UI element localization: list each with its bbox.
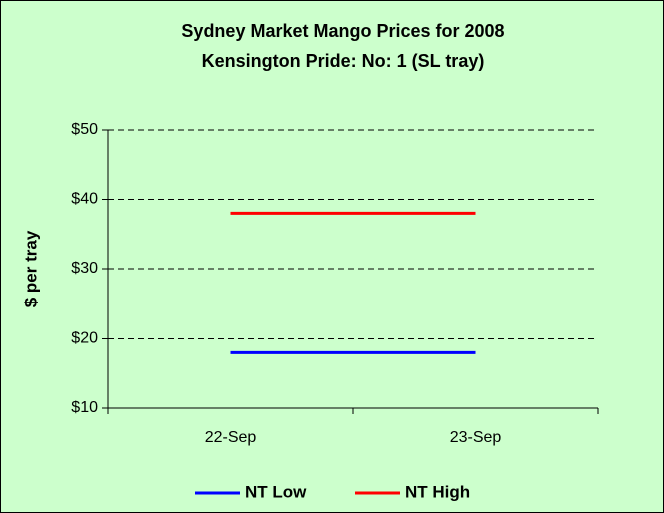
y-tick-label: $20 <box>71 330 98 347</box>
chart-title: Sydney Market Mango Prices for 2008 <box>181 21 504 41</box>
chart-subtitle: Kensington Pride: No: 1 (SL tray) <box>202 51 485 71</box>
legend-label: NT Low <box>245 482 307 501</box>
legend-label: NT High <box>405 482 470 501</box>
x-tick-label: 23-Sep <box>450 429 502 446</box>
y-tick-label: $50 <box>71 121 98 138</box>
y-axis-label: $ per tray <box>21 230 40 307</box>
x-tick-label: 22-Sep <box>205 429 257 446</box>
y-tick-label: $40 <box>71 191 98 208</box>
y-tick-label: $30 <box>71 260 98 277</box>
y-tick-label: $10 <box>71 399 98 416</box>
